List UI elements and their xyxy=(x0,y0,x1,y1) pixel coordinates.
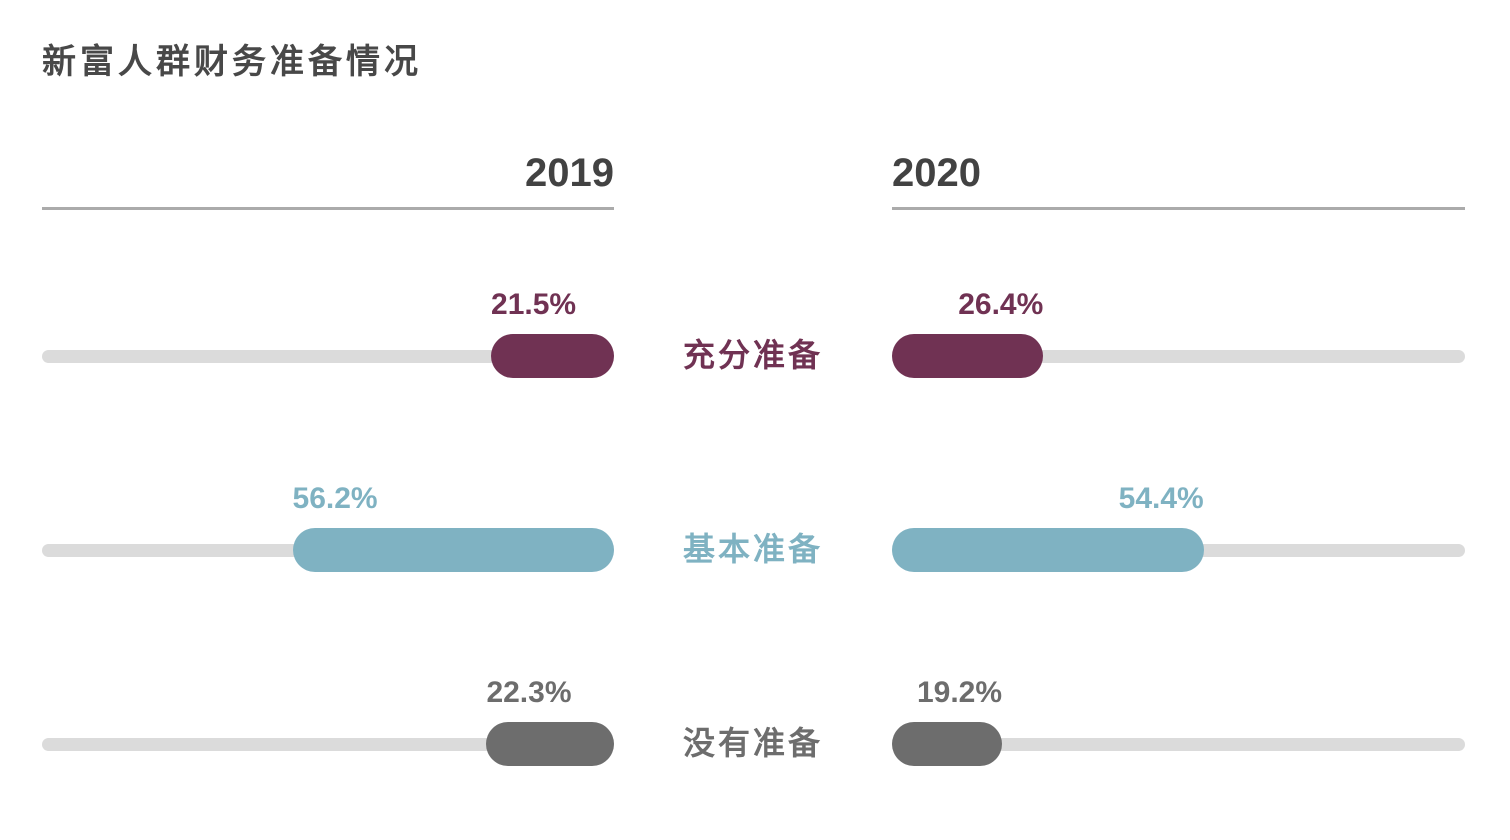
chart-row: 22.3% 没有准备 19.2% xyxy=(42,647,1465,840)
bar-2019 xyxy=(486,722,614,766)
column-header-2020: 2020 xyxy=(892,148,1465,210)
bar-2020 xyxy=(892,528,1204,572)
chart-rows: 21.5% 充分准备 26.4% 56.2% 基本准备 54.4% 22.3% 没有准备 19.… xyxy=(42,210,1465,840)
year-label-2019: 2019 xyxy=(525,151,614,195)
bar-cell-2019: 56.2% xyxy=(42,453,614,647)
bar-track-2020 xyxy=(892,737,1465,751)
value-label-2020: 54.4% xyxy=(1118,482,1204,515)
header-gap xyxy=(614,148,892,210)
chart-row: 56.2% 基本准备 54.4% xyxy=(42,453,1465,647)
bar-2020 xyxy=(892,334,1044,378)
category-label: 没有准备 xyxy=(682,725,823,762)
bar-track-2019 xyxy=(42,737,614,751)
value-label-2020: 26.4% xyxy=(958,288,1044,321)
bar-2019 xyxy=(292,528,614,572)
bar-cell-2019: 22.3% xyxy=(42,647,614,840)
chart-title: 新富人群财务准备情况 xyxy=(42,43,422,81)
category-label: 基本准备 xyxy=(682,531,823,568)
value-label-2019: 22.3% xyxy=(486,676,572,709)
category-label: 充分准备 xyxy=(682,337,823,374)
bar-2019 xyxy=(491,334,614,378)
bar-track-2019 xyxy=(42,349,614,363)
chart-area: 2019 2020 21.5% 充分准备 26.4% 56.2% 基本准备 54.4% 22… xyxy=(42,148,1465,840)
bar-cell-2020: 19.2% xyxy=(892,647,1465,840)
value-label-2020: 19.2% xyxy=(916,676,1003,709)
bar-cell-2020: 26.4% xyxy=(892,259,1465,453)
bar-cell-2019: 21.5% xyxy=(42,259,614,453)
value-label-2019: 21.5% xyxy=(491,288,577,321)
column-header-2019: 2019 xyxy=(42,148,614,210)
bar-cell-2020: 54.4% xyxy=(892,453,1465,647)
column-headers: 2019 2020 xyxy=(42,148,1465,210)
bar-2020 xyxy=(892,722,1003,766)
value-label-2019: 56.2% xyxy=(292,482,378,515)
chart-row: 21.5% 充分准备 26.4% xyxy=(42,259,1465,453)
year-label-2020: 2020 xyxy=(892,151,981,195)
